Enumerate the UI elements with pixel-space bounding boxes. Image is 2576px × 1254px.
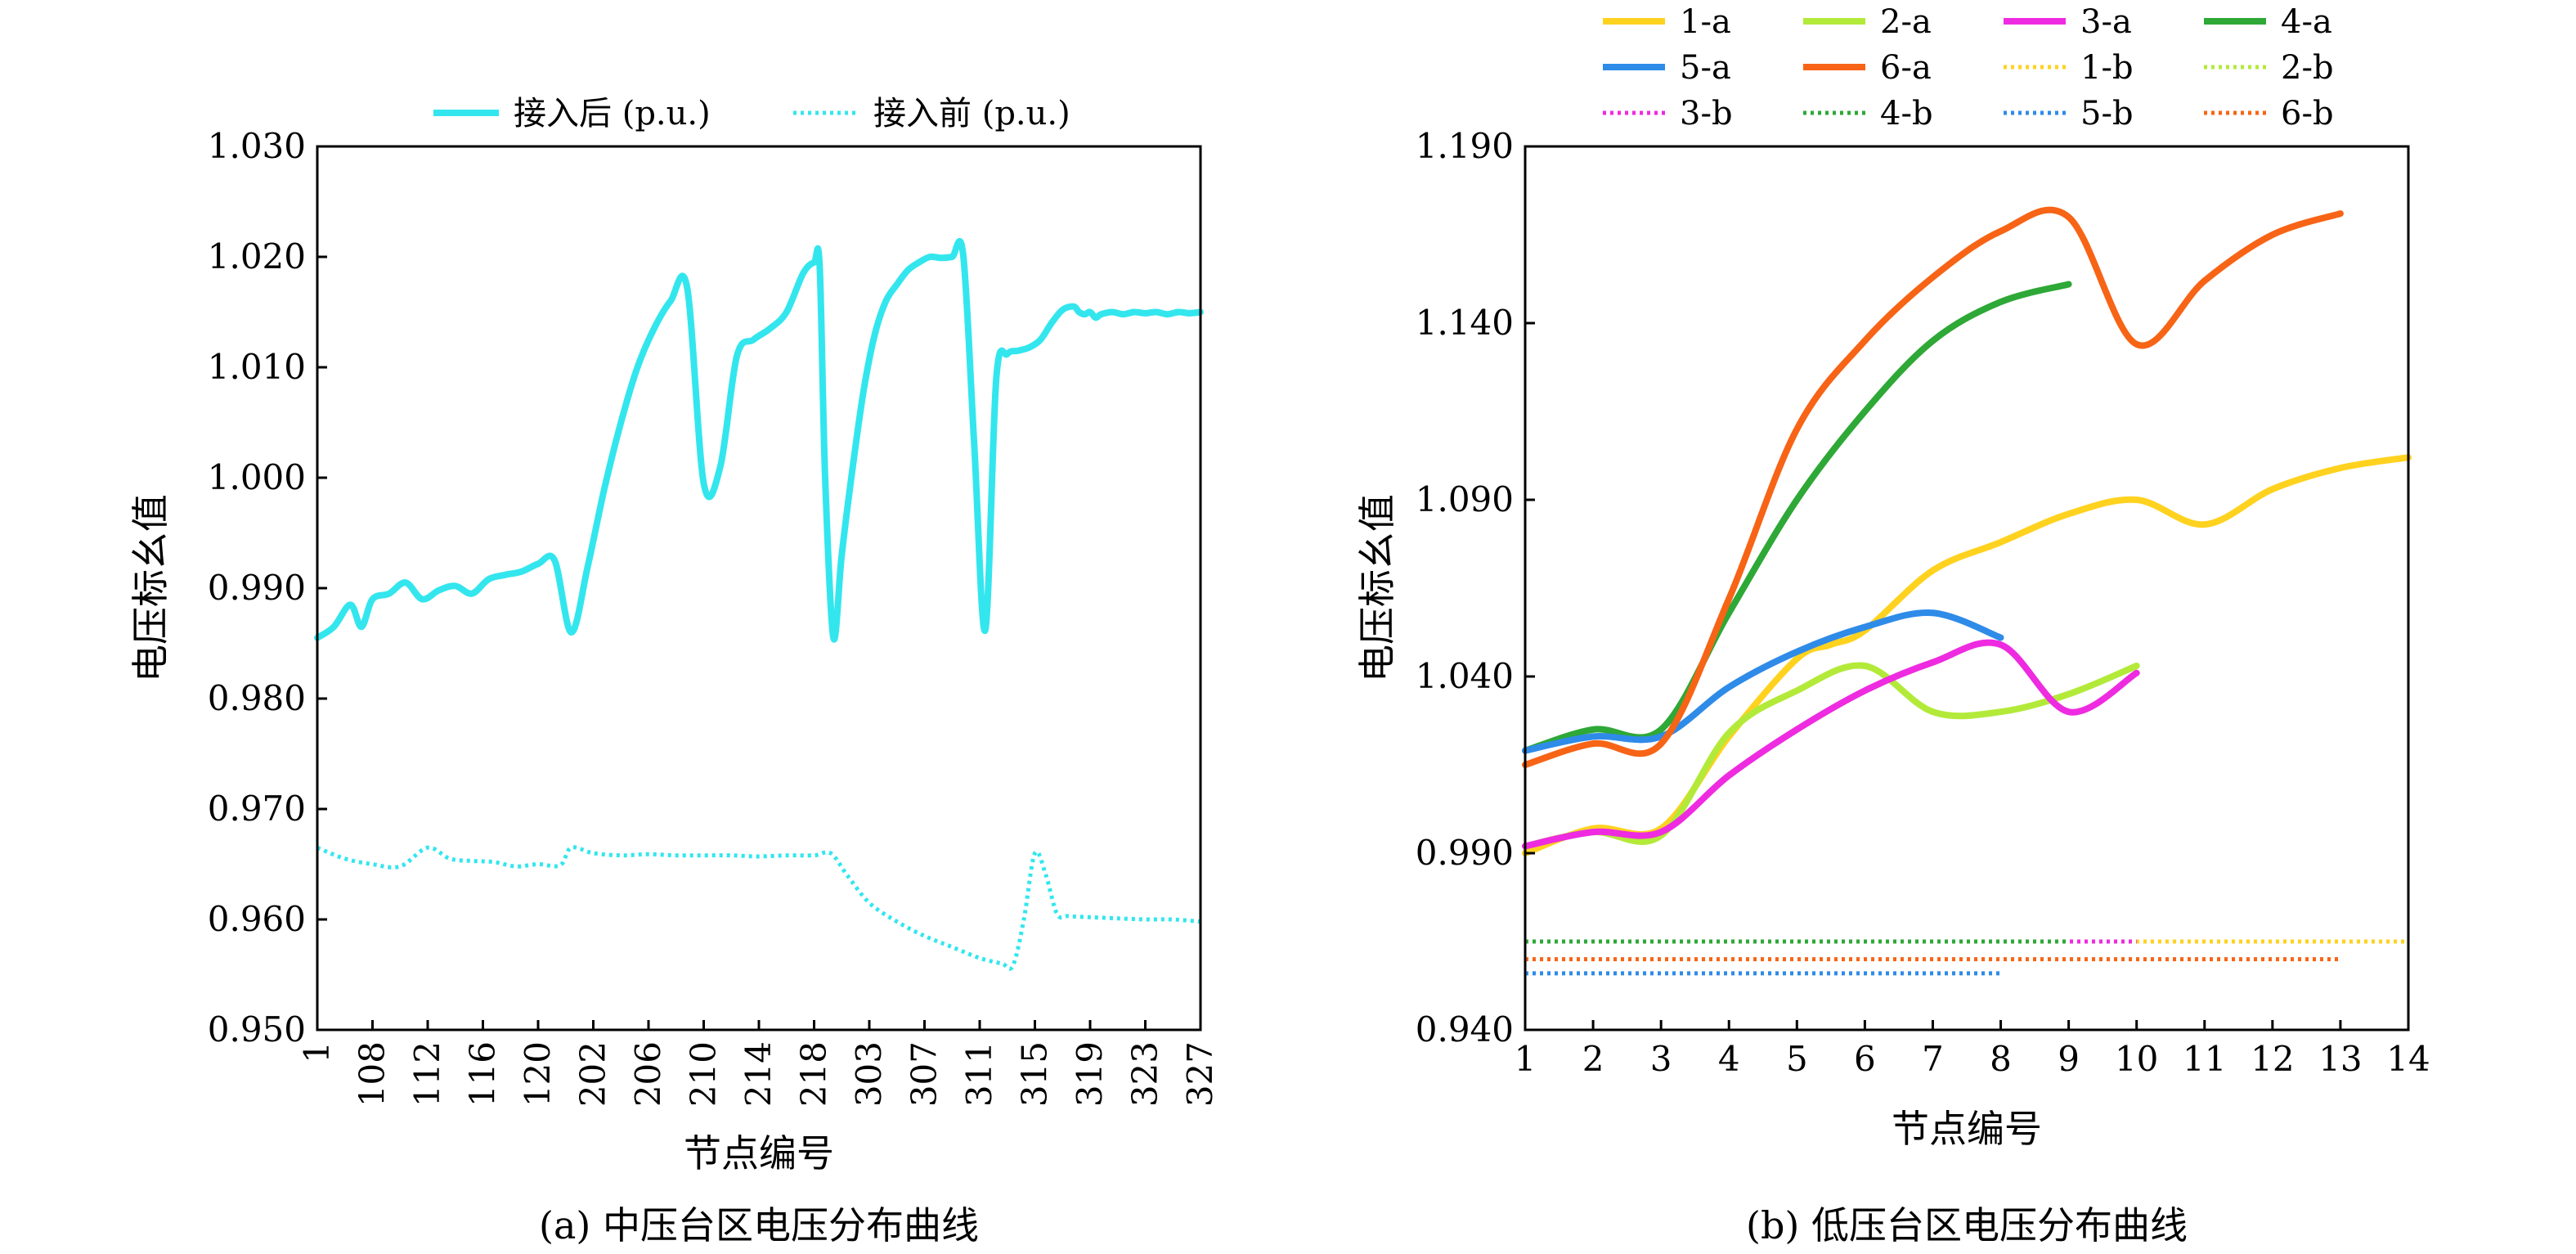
- y-tick-label: 1.140: [1416, 303, 1514, 343]
- x-tick-label: 307: [904, 1041, 945, 1107]
- x-tick-label: 218: [794, 1041, 834, 1107]
- series-line-2: [316, 845, 1201, 971]
- x-tick-label: 14: [2386, 1039, 2430, 1079]
- x-tick-label: 311: [959, 1041, 999, 1107]
- y-tick-label: 1.000: [208, 457, 306, 497]
- x-tick-label: 6: [1854, 1039, 1876, 1079]
- series-line-5: [1522, 609, 2004, 754]
- y-axis-label: 电压标幺值: [1355, 494, 1399, 682]
- legend-label-7: 1-b: [2080, 49, 2134, 87]
- legend-label-8: 2-b: [2281, 49, 2334, 87]
- x-tick-label: 116: [463, 1041, 503, 1107]
- legend-label-10: 4-b: [1880, 95, 1933, 133]
- y-tick-label: 0.940: [1416, 1009, 1514, 1049]
- x-tick-label: 5: [1786, 1039, 1808, 1079]
- y-tick-label: 0.990: [1416, 833, 1514, 873]
- series-line-1: [314, 237, 1204, 643]
- series-line-1: [1522, 454, 2412, 856]
- legend-label-2: 2-a: [1880, 3, 1932, 41]
- x-tick-label: 202: [573, 1041, 613, 1107]
- y-tick-label: 1.090: [1416, 479, 1514, 519]
- series-line-2: [1522, 662, 2140, 850]
- x-tick-label: 2: [1582, 1039, 1604, 1079]
- x-tick-label: 3: [1650, 1039, 1672, 1079]
- x-tick-label: 4: [1718, 1039, 1740, 1079]
- y-tick-label: 1.190: [1416, 126, 1514, 166]
- legend-label-1: 1-a: [1680, 3, 1731, 41]
- legend-label-1: 接入后 (p.u.): [514, 95, 711, 133]
- legend-label-3: 3-a: [2080, 3, 2132, 41]
- y-tick-label: 1.010: [208, 347, 306, 387]
- y-tick-label: 1.040: [1416, 656, 1514, 696]
- x-tick-label: 11: [2183, 1039, 2226, 1079]
- y-tick-label: 0.960: [208, 899, 306, 939]
- legend-label-6: 6-a: [1880, 49, 1932, 87]
- x-tick-label: 1: [1515, 1039, 1537, 1079]
- x-tick-label: 303: [849, 1041, 889, 1107]
- y-tick-label: 1.030: [208, 126, 306, 166]
- legend-label-2: 接入前 (p.u.): [873, 95, 1070, 133]
- x-tick-label: 315: [1015, 1041, 1055, 1107]
- chart-caption: (a) 中压台区电压分布曲线: [539, 1203, 979, 1247]
- legend-label-11: 5-b: [2080, 95, 2134, 133]
- chart-a: 0.950 0.960 0.970 0.980 0.990 1.000 1.010 1.020…: [128, 95, 1220, 1247]
- x-tick-label: 323: [1125, 1041, 1165, 1107]
- x-tick-label: 8: [1990, 1039, 2012, 1079]
- y-tick-label: 0.990: [208, 568, 306, 608]
- y-tick-label: 0.980: [208, 678, 306, 718]
- plot-frame: [1524, 145, 2410, 1032]
- y-tick-label: 1.020: [208, 236, 306, 276]
- x-tick-label: 112: [407, 1041, 447, 1107]
- series-line-3: [1522, 639, 2140, 850]
- x-axis-label: 节点编号: [684, 1131, 834, 1175]
- chart-caption: (b) 低压台区电压分布曲线: [1746, 1203, 2188, 1247]
- x-tick-label: 7: [1922, 1039, 1944, 1079]
- legend-label-4: 4-a: [2281, 3, 2332, 41]
- legend-label-9: 3-b: [1680, 95, 1733, 133]
- x-tick-label: 12: [2251, 1039, 2294, 1079]
- x-tick-label: 108: [352, 1041, 393, 1107]
- x-tick-label: 206: [628, 1041, 668, 1107]
- x-tick-label: 319: [1070, 1041, 1110, 1107]
- y-tick-label: 0.970: [208, 789, 306, 829]
- x-tick-label: 210: [684, 1041, 724, 1107]
- x-tick-label: 9: [2058, 1039, 2080, 1079]
- x-tick-label: 1: [297, 1041, 337, 1063]
- series-line-4: [1522, 281, 2072, 754]
- legend-label-5: 5-a: [1680, 49, 1731, 87]
- x-tick-label: 13: [2318, 1039, 2362, 1079]
- y-tick-label: 0.950: [208, 1009, 306, 1049]
- x-tick-label: 120: [518, 1041, 558, 1107]
- legend-label-12: 6-b: [2281, 95, 2334, 133]
- x-tick-label: 327: [1180, 1041, 1220, 1107]
- y-axis-label: 电压标幺值: [128, 494, 173, 682]
- x-axis-label: 节点编号: [1892, 1107, 2042, 1151]
- series-line-6: [1522, 206, 2344, 768]
- x-tick-label: 214: [738, 1041, 779, 1107]
- x-tick-label: 10: [2115, 1039, 2158, 1079]
